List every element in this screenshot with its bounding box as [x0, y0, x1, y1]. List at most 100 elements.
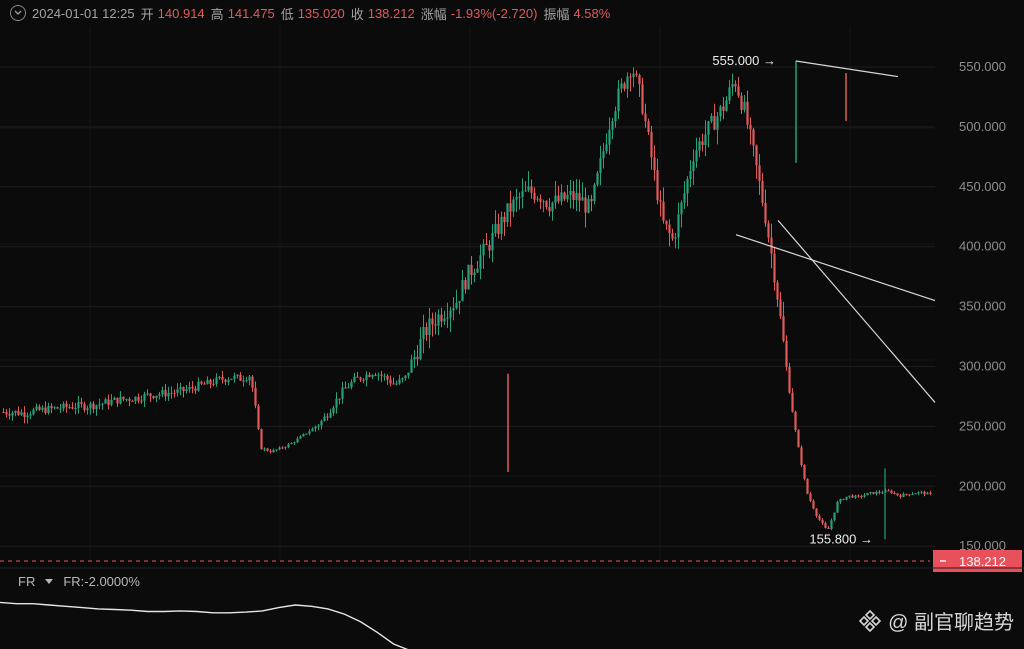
candle-body [419, 339, 422, 360]
candle-body [203, 383, 206, 385]
candle-body [809, 493, 812, 501]
candle-body [146, 393, 149, 395]
candle-body [77, 402, 80, 408]
candle-body [83, 403, 86, 411]
candle-body [713, 115, 716, 130]
candle-body [233, 375, 236, 379]
collapse-chevron-icon[interactable] [10, 5, 26, 21]
candle-body [335, 398, 338, 408]
candle-body [386, 375, 389, 380]
candle-body [53, 407, 56, 409]
candle-body [377, 374, 380, 376]
candle-body [413, 356, 416, 360]
candle-body [374, 375, 377, 377]
candle-body [395, 383, 398, 385]
candle-body [695, 150, 698, 162]
candle-body [350, 381, 353, 388]
indicator-row: FR FR:-2.0000% [18, 572, 140, 590]
candle-body [737, 86, 740, 96]
ohlc-header: 2024-01-01 12:25 开 140.914 高 141.475 低 1… [0, 0, 1024, 26]
candle-body [371, 375, 374, 377]
candle-body [563, 192, 566, 200]
fr-line [0, 601, 409, 649]
trendline [777, 219, 936, 403]
candle-body [167, 392, 170, 397]
binance-logo-icon [859, 609, 882, 632]
candle-body [359, 377, 362, 380]
candle-body [734, 84, 737, 87]
candle-body [479, 255, 482, 269]
candle-body [482, 243, 485, 256]
candle-body [686, 178, 689, 194]
candle-body [908, 494, 911, 496]
candle-body [74, 407, 77, 409]
candle-body [725, 100, 728, 111]
candle-body [707, 121, 710, 135]
indicator-dropdown-icon[interactable] [45, 578, 54, 584]
candle-body [902, 493, 905, 497]
candle-body [185, 389, 188, 392]
watermark-text: @ 副官聊趋势 [888, 612, 1014, 634]
candle-body [296, 438, 299, 443]
candle-body [284, 447, 287, 449]
candle-body [704, 134, 707, 146]
candle-body [668, 224, 671, 234]
low-label: 低 [280, 6, 294, 22]
candle-body [605, 144, 608, 152]
candle-body [152, 396, 155, 399]
candle-body [116, 397, 119, 404]
candle-body [533, 192, 536, 200]
candle-body [728, 87, 731, 101]
y-tick-label: 500.000 [959, 119, 1006, 134]
candle-body [410, 359, 413, 373]
grid [0, 26, 935, 560]
candle-body [380, 374, 383, 376]
candle-body [452, 308, 455, 311]
candle-body [500, 216, 503, 234]
candle-body [872, 492, 875, 494]
candle-body [632, 73, 635, 78]
candle-body [803, 465, 806, 479]
candle-body [161, 390, 164, 395]
candle-body [746, 101, 749, 125]
candles [2, 61, 932, 540]
candle-body [578, 193, 581, 201]
candle-body [722, 106, 725, 111]
candle-body [206, 379, 209, 385]
annotations: 555.000 → 155.800 → [712, 53, 873, 546]
candle-body [416, 356, 419, 360]
candle-body [29, 414, 32, 416]
candle-body [455, 302, 458, 309]
candle-body [437, 314, 440, 326]
candle-body [764, 202, 767, 224]
candle-body [443, 318, 446, 322]
candle-body [491, 233, 494, 251]
candle-body [659, 200, 662, 202]
candle-body [254, 387, 257, 406]
candle-body [740, 95, 743, 110]
candle-body [329, 412, 332, 418]
indicator-name[interactable]: FR [18, 573, 36, 589]
candle-body [830, 520, 833, 529]
candle-body [518, 196, 521, 198]
candle-body [608, 129, 611, 145]
candle-body [542, 201, 545, 203]
candle-body [218, 377, 221, 379]
candle-body [311, 428, 314, 432]
candle-body [923, 491, 926, 495]
candle-body [323, 416, 326, 421]
candle-body [896, 493, 899, 496]
candle-body [332, 407, 335, 413]
candle-body [368, 374, 371, 377]
candle-body [17, 410, 20, 415]
candle-body [641, 84, 644, 114]
candle-body [887, 490, 890, 492]
candle-body [32, 409, 35, 415]
candle-body [251, 376, 254, 388]
candle-body [401, 378, 404, 380]
candle-body [515, 197, 518, 200]
candle-body [227, 379, 230, 382]
candle-body [50, 405, 53, 408]
y-tick-label: 200.000 [959, 478, 1006, 493]
